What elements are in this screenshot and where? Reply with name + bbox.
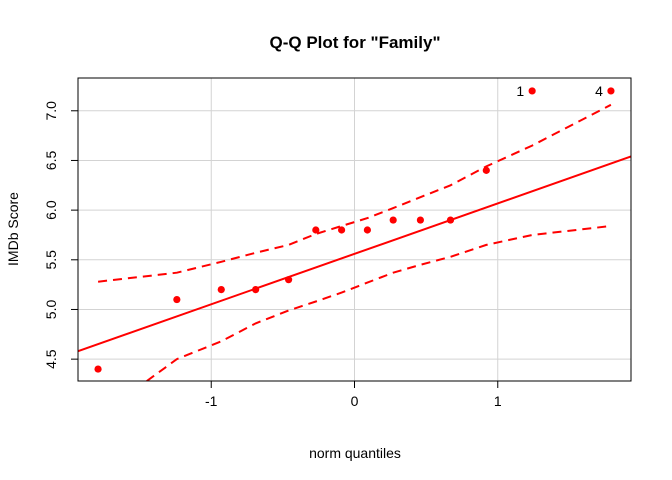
- plot-area: [78, 87, 631, 381]
- data-point: [94, 365, 102, 373]
- x-tick-label: -1: [205, 393, 218, 409]
- point-label: 4: [595, 83, 603, 99]
- y-axis-label: IMDb Score: [5, 192, 21, 266]
- chart-title: Q-Q Plot for "Family": [269, 33, 440, 52]
- data-point: [217, 286, 225, 294]
- data-point: [284, 276, 293, 284]
- point-label: 1: [516, 83, 524, 99]
- data-point: [446, 216, 455, 224]
- y-tick-label: 6.0: [43, 200, 59, 220]
- grid: [78, 78, 631, 381]
- lower-confidence-envelope: [146, 225, 612, 381]
- x-axis: -1 0 1: [205, 381, 502, 409]
- data-point: [416, 216, 425, 224]
- y-axis: 4.5 5.0 5.5 6.0 6.5 7.0: [43, 101, 78, 369]
- data-point: [482, 166, 490, 174]
- y-tick-label: 4.5: [43, 349, 59, 369]
- data-point: [528, 87, 536, 95]
- data-point: [312, 226, 320, 234]
- data-point: [363, 226, 371, 234]
- y-tick-label: 6.5: [43, 151, 59, 171]
- data-point: [252, 286, 260, 294]
- y-tick-label: 5.5: [43, 250, 59, 270]
- reference-line: [78, 155, 631, 353]
- x-axis-label: norm quantiles: [309, 445, 401, 461]
- data-point: [389, 216, 397, 224]
- data-point: [607, 87, 615, 95]
- y-tick-label: 7.0: [43, 101, 59, 121]
- data-point: [173, 295, 181, 304]
- data-point: [338, 226, 346, 234]
- y-tick-label: 5.0: [43, 300, 59, 320]
- x-tick-label: 1: [494, 393, 502, 409]
- x-tick-label: 0: [351, 393, 359, 409]
